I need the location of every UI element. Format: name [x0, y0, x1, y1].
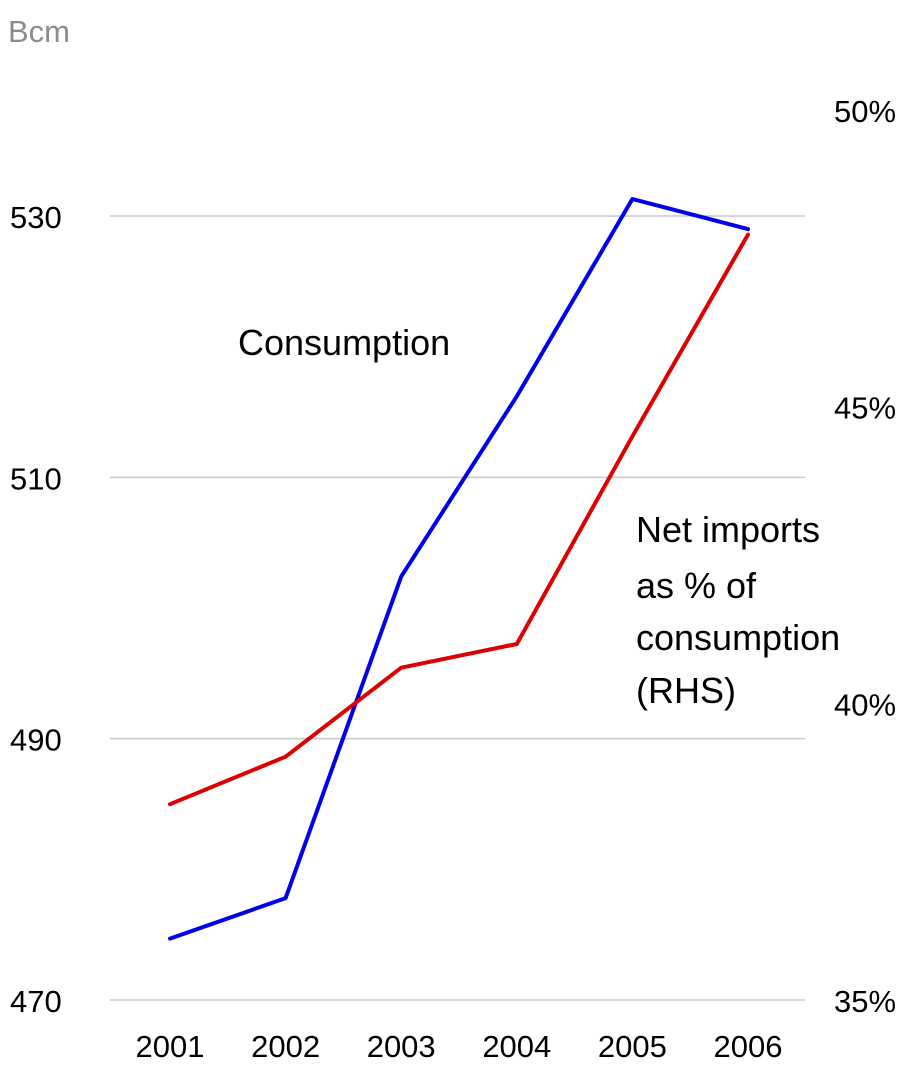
x-tick-2001: 2001	[136, 1029, 205, 1064]
series-lines	[168, 197, 750, 941]
y-axis-unit-label: Bcm	[8, 14, 70, 49]
grid-lines	[110, 215, 805, 1001]
right-axis-tick-labels: 35% 40% 45% 50%	[834, 94, 896, 1019]
x-axis-tick-labels: 2001 2002 2003 2004 2005 2006	[136, 1029, 783, 1064]
x-tick-2006: 2006	[714, 1029, 783, 1064]
consumption-line	[168, 197, 750, 941]
consumption-series-label: Consumption	[238, 322, 450, 363]
net-imports-label-line-2: as % of	[636, 565, 757, 606]
left-tick-490: 490	[10, 723, 62, 758]
x-tick-2002: 2002	[251, 1029, 320, 1064]
net-imports-label-line-1: Net imports	[636, 509, 820, 550]
left-tick-470: 470	[10, 984, 62, 1019]
right-tick-35-pct: 35%	[834, 984, 896, 1019]
net-imports-line	[168, 232, 750, 807]
net-imports-series-label: Net imports as % of consumption (RHS)	[636, 509, 850, 711]
x-tick-2003: 2003	[367, 1029, 436, 1064]
left-tick-530: 530	[10, 200, 62, 235]
right-tick-45-pct: 45%	[834, 391, 896, 426]
right-tick-40-pct: 40%	[834, 687, 896, 722]
x-tick-2005: 2005	[598, 1029, 667, 1064]
net-imports-label-line-4: (RHS)	[636, 670, 736, 711]
left-tick-510: 510	[10, 461, 62, 496]
left-axis-tick-labels: 470 490 510 530	[10, 200, 62, 1019]
x-tick-2004: 2004	[482, 1029, 551, 1064]
net-imports-label-line-3: consumption	[636, 617, 840, 658]
right-tick-50-pct: 50%	[834, 94, 896, 129]
